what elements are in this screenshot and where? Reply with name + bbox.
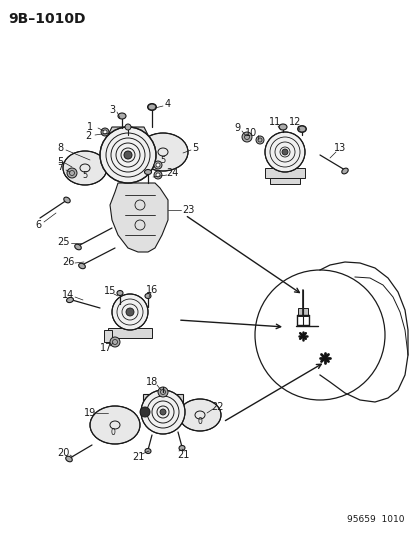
- Circle shape: [100, 127, 156, 183]
- Circle shape: [141, 390, 185, 434]
- Circle shape: [154, 161, 161, 169]
- Ellipse shape: [145, 448, 151, 454]
- Text: 12: 12: [288, 117, 301, 127]
- Text: 23: 23: [181, 205, 194, 215]
- Circle shape: [101, 128, 109, 136]
- Text: 9B–1010D: 9B–1010D: [8, 12, 85, 26]
- Ellipse shape: [341, 168, 347, 174]
- Polygon shape: [108, 127, 147, 135]
- Ellipse shape: [90, 406, 140, 444]
- Ellipse shape: [178, 399, 221, 431]
- Circle shape: [110, 337, 120, 347]
- Text: 3: 3: [109, 105, 115, 115]
- Text: 5: 5: [82, 172, 88, 181]
- Text: 19: 19: [84, 408, 96, 418]
- Ellipse shape: [64, 197, 70, 203]
- Circle shape: [156, 163, 159, 167]
- Text: 22: 22: [211, 402, 224, 412]
- Circle shape: [124, 151, 132, 159]
- Text: 11: 11: [268, 117, 280, 127]
- Circle shape: [159, 409, 166, 415]
- Ellipse shape: [278, 124, 286, 130]
- Ellipse shape: [178, 446, 185, 450]
- FancyBboxPatch shape: [142, 394, 183, 404]
- Text: 4: 4: [164, 99, 171, 109]
- Text: 26: 26: [62, 257, 74, 267]
- Ellipse shape: [144, 169, 151, 174]
- Ellipse shape: [63, 151, 107, 185]
- Circle shape: [154, 171, 161, 179]
- FancyBboxPatch shape: [297, 308, 307, 316]
- Text: 15: 15: [104, 286, 116, 296]
- Circle shape: [242, 132, 252, 142]
- Text: 0: 0: [110, 429, 115, 438]
- Text: 18: 18: [145, 377, 158, 387]
- Circle shape: [158, 387, 168, 397]
- Text: 7: 7: [57, 162, 63, 172]
- Ellipse shape: [66, 297, 73, 303]
- Text: 21: 21: [176, 450, 189, 460]
- Circle shape: [264, 132, 304, 172]
- Polygon shape: [110, 183, 168, 252]
- Text: 20: 20: [57, 448, 69, 458]
- Text: 13: 13: [333, 143, 345, 153]
- FancyBboxPatch shape: [264, 168, 304, 178]
- Text: 25: 25: [57, 237, 70, 247]
- Ellipse shape: [145, 294, 151, 298]
- Text: 95659  1010: 95659 1010: [347, 515, 404, 524]
- Text: 8: 8: [57, 143, 63, 153]
- Circle shape: [126, 308, 134, 316]
- Text: 17: 17: [100, 343, 112, 353]
- FancyBboxPatch shape: [269, 178, 299, 184]
- Text: 5: 5: [191, 143, 198, 153]
- Ellipse shape: [66, 456, 72, 462]
- Circle shape: [67, 168, 77, 178]
- Text: 5: 5: [57, 157, 63, 167]
- Text: 5: 5: [160, 156, 165, 165]
- Text: 24: 24: [166, 168, 178, 178]
- FancyBboxPatch shape: [108, 328, 152, 338]
- Circle shape: [255, 136, 263, 144]
- Ellipse shape: [78, 263, 85, 269]
- Circle shape: [112, 294, 147, 330]
- Text: 16: 16: [145, 285, 158, 295]
- Ellipse shape: [74, 244, 81, 250]
- Text: 1: 1: [87, 122, 93, 132]
- Text: 9: 9: [233, 123, 240, 133]
- Text: 14: 14: [62, 290, 74, 300]
- Ellipse shape: [147, 104, 156, 110]
- Ellipse shape: [138, 133, 188, 171]
- Text: 2: 2: [85, 131, 91, 141]
- Circle shape: [140, 407, 150, 417]
- Text: 10: 10: [244, 128, 256, 138]
- Circle shape: [281, 149, 287, 155]
- FancyBboxPatch shape: [104, 330, 112, 342]
- Ellipse shape: [117, 290, 123, 295]
- Text: 21: 21: [131, 452, 144, 462]
- Circle shape: [103, 130, 107, 134]
- Text: 6: 6: [35, 220, 41, 230]
- Ellipse shape: [297, 126, 305, 132]
- Ellipse shape: [118, 113, 126, 119]
- Circle shape: [156, 173, 159, 177]
- Text: 0: 0: [197, 417, 202, 426]
- Circle shape: [125, 124, 131, 130]
